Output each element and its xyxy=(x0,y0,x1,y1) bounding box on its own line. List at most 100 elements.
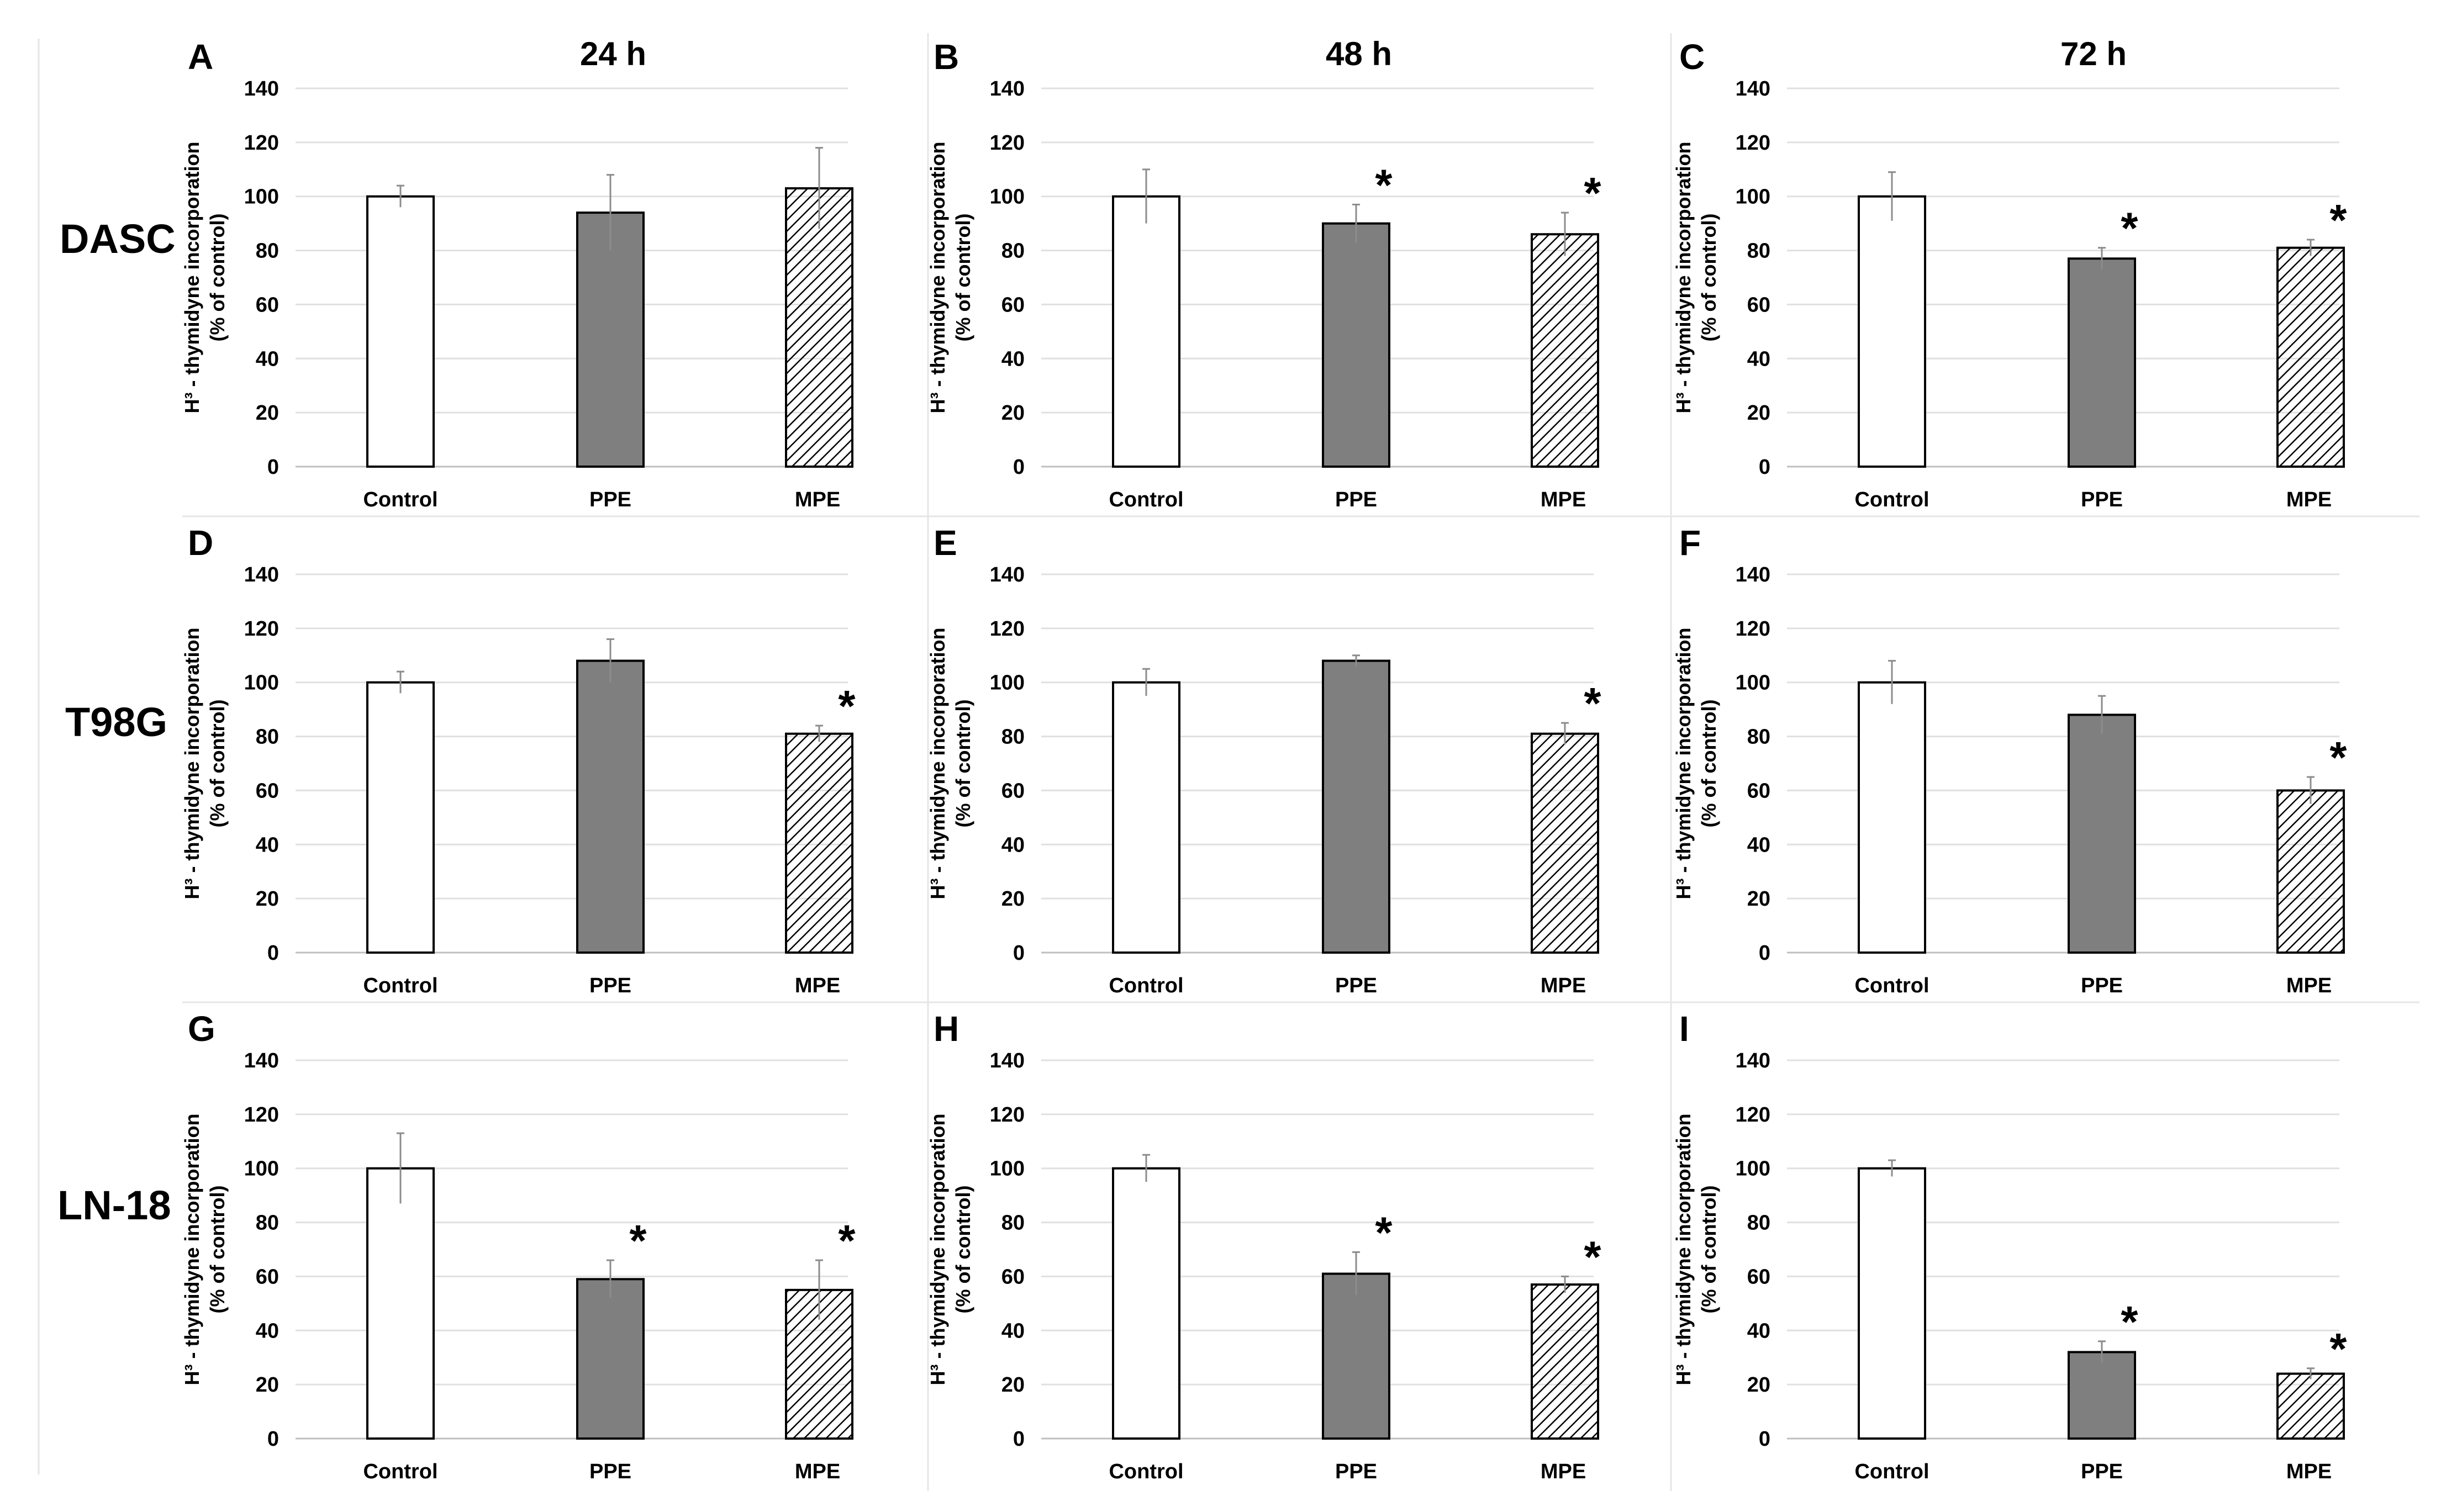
y-tick-label: 100 xyxy=(244,186,279,209)
panel-b: B 0 20 40 60 80 100 120 140 H³ - thymidyne incorp… xyxy=(926,37,1601,511)
column-title-72h: 72 h xyxy=(2060,35,2127,72)
bar-mpe xyxy=(2276,1372,2345,1440)
bar-mpe xyxy=(785,187,853,468)
y-axis-label: H³ - thymidyne incorporation (% of contro… xyxy=(181,1113,229,1385)
bar-ppe xyxy=(576,659,645,954)
y-tick-label: 100 xyxy=(990,672,1025,695)
y-tick-label: 0 xyxy=(1759,1428,1770,1451)
bar-ppe xyxy=(2068,1351,2136,1440)
bar-ppe xyxy=(1322,222,1390,468)
y-tick-label: 60 xyxy=(1747,1265,1770,1288)
significance-marker: * xyxy=(2121,1297,2138,1346)
y-tick-label: 0 xyxy=(267,942,279,965)
panel-a: A 0 20 40 60 80 100 120 140 H³ - thymidyne incorp… xyxy=(181,37,853,511)
y-tick-label: 40 xyxy=(256,1319,279,1342)
x-category-label: PPE xyxy=(1335,488,1377,511)
y-tick-label: 80 xyxy=(1001,726,1025,749)
x-category-label: PPE xyxy=(2081,488,2123,511)
y-tick-label: 40 xyxy=(1747,1319,1770,1342)
y-tick-label: 0 xyxy=(1759,456,1770,479)
y-tick-label: 120 xyxy=(244,1103,279,1127)
x-category-label: PPE xyxy=(2081,1460,2123,1483)
bar-control xyxy=(1858,195,1926,468)
y-tick-label: 20 xyxy=(1747,401,1770,425)
x-category-label: Control xyxy=(1109,974,1183,997)
bar-mpe xyxy=(2276,789,2345,954)
bar-mpe xyxy=(1531,732,1599,954)
y-tick-label: 60 xyxy=(256,779,279,802)
y-tick-label: 80 xyxy=(1747,726,1770,749)
x-category-label: Control xyxy=(363,488,437,511)
x-category-label: PPE xyxy=(589,974,631,997)
x-category-label: PPE xyxy=(1335,974,1377,997)
bar-ppe xyxy=(2068,713,2136,954)
x-category-label: MPE xyxy=(1541,1460,1586,1483)
y-tick-label: 100 xyxy=(990,1157,1025,1181)
panel-letter-e: E xyxy=(934,523,957,563)
y-axis-label: H³ - thymidyne incorporation (% of contro… xyxy=(926,627,974,899)
y-tick-label: 0 xyxy=(1013,456,1025,479)
y-tick-label: 40 xyxy=(256,347,279,371)
significance-marker: * xyxy=(1375,1208,1393,1257)
y-tick-label: 140 xyxy=(244,77,279,101)
y-tick-label: 40 xyxy=(1001,347,1025,371)
significance-marker: * xyxy=(2121,204,2138,253)
bar-ppe xyxy=(576,212,645,468)
y-tick-label: 100 xyxy=(1736,186,1770,209)
panel-i: I 0 20 40 60 80 100 120 140 H³ - thymidyne incorp… xyxy=(1672,1009,2347,1483)
panel-separators xyxy=(38,33,2419,1491)
x-category-label: PPE xyxy=(589,1460,631,1483)
y-tick-label: 80 xyxy=(1001,240,1025,263)
bar-mpe xyxy=(1531,233,1599,468)
y-tick-label: 60 xyxy=(256,1265,279,1288)
panel-letter-f: F xyxy=(1679,523,1701,563)
bar-control xyxy=(1858,1167,1926,1440)
y-tick-label: 140 xyxy=(244,1049,279,1072)
y-tick-label: 0 xyxy=(1013,1428,1025,1451)
panel-h: H 0 20 40 60 80 100 120 140 H³ - thymidyne incorp… xyxy=(926,1009,1601,1483)
y-axis-label: H³ - thymidyne incorporation (% of contro… xyxy=(181,141,229,413)
x-category-label: Control xyxy=(363,974,437,997)
y-tick-label: 80 xyxy=(1747,240,1770,263)
y-tick-label: 20 xyxy=(1001,401,1025,425)
panel-d: D 0 20 40 60 80 100 120 140 H³ - thymidyne incorp… xyxy=(181,523,856,997)
panel-f: F 0 20 40 60 80 100 120 140 H³ - thymidyne incorp… xyxy=(1672,523,2347,997)
x-category-label: MPE xyxy=(2286,1460,2332,1483)
x-category-label: MPE xyxy=(2286,488,2332,511)
y-tick-label: 80 xyxy=(256,240,279,263)
y-axis-label: H³ - thymidyne incorporation (% of contro… xyxy=(1672,627,1720,899)
x-category-label: Control xyxy=(1109,1460,1183,1483)
y-tick-label: 80 xyxy=(256,1212,279,1235)
y-axis-label: H³ - thymidyne incorporation (% of contro… xyxy=(926,141,974,413)
y-tick-label: 120 xyxy=(244,617,279,641)
y-tick-label: 120 xyxy=(244,131,279,155)
y-tick-label: 120 xyxy=(1736,617,1770,641)
y-tick-label: 0 xyxy=(267,456,279,479)
row-label-dasc: DASC xyxy=(60,216,176,262)
bar-ppe xyxy=(1322,659,1390,954)
significance-marker: * xyxy=(629,1216,647,1265)
y-tick-label: 20 xyxy=(256,887,279,911)
y-tick-label: 20 xyxy=(1747,1373,1770,1397)
y-tick-label: 20 xyxy=(1001,887,1025,911)
bar-ppe xyxy=(576,1278,645,1440)
row-label-t98g: T98G xyxy=(65,699,167,745)
x-category-label: MPE xyxy=(1541,974,1586,997)
y-tick-label: 60 xyxy=(1747,779,1770,802)
y-tick-label: 40 xyxy=(1001,833,1025,857)
panel-e: E 0 20 40 60 80 100 120 140 H³ - thymidyne incorp… xyxy=(926,523,1601,997)
panel-letter-h: H xyxy=(934,1009,959,1049)
x-category-label: MPE xyxy=(795,1460,840,1483)
x-category-label: PPE xyxy=(1335,1460,1377,1483)
column-title-48h: 48 h xyxy=(1326,35,1392,72)
y-tick-label: 60 xyxy=(1001,1265,1025,1288)
y-tick-label: 40 xyxy=(1747,347,1770,371)
significance-marker: * xyxy=(2329,1324,2347,1373)
x-category-label: Control xyxy=(363,1460,437,1483)
y-tick-label: 120 xyxy=(990,1103,1025,1127)
y-axis-label: H³ - thymidyne incorporation (% of contro… xyxy=(926,1113,974,1385)
y-tick-label: 0 xyxy=(267,1428,279,1451)
bar-mpe xyxy=(2276,246,2345,468)
y-tick-label: 0 xyxy=(1759,942,1770,965)
